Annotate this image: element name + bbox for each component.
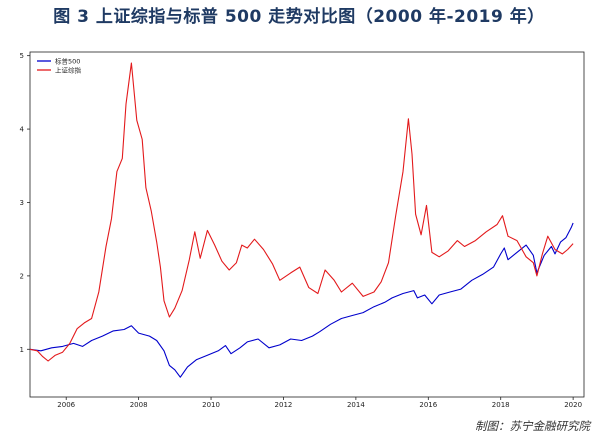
y-tick-label: 4 (20, 126, 25, 134)
legend-label-1: 标普500 (55, 56, 80, 65)
y-tick-label: 2 (20, 272, 24, 280)
y-tick-label: 3 (20, 199, 24, 207)
x-tick-label: 2012 (275, 401, 293, 409)
figure-title: 图 3 上证综指与标普 500 走势对比图（2000 年-2019 年） (53, 7, 545, 27)
x-tick-label: 2008 (130, 401, 148, 409)
series-line-1 (29, 222, 574, 378)
y-tick-label: 1 (20, 346, 24, 354)
plot-area (29, 51, 585, 398)
y-axis: 1 2 3 4 5 (20, 52, 30, 354)
series-layer (29, 62, 574, 378)
x-axis: 2006 2008 2010 2012 2014 2016 2018 2020 (57, 397, 582, 409)
x-tick-label: 2018 (492, 401, 510, 409)
x-tick-label: 2010 (202, 401, 220, 409)
series-line-2 (29, 62, 574, 362)
x-tick-label: 2020 (564, 401, 582, 409)
source-note: 制图：苏宁金融研究院 (475, 419, 590, 433)
legend-label-2: 上证综指 (55, 65, 82, 74)
x-tick-label: 2016 (419, 401, 437, 409)
y-tick-label: 5 (20, 52, 24, 60)
x-tick-label: 2006 (57, 401, 75, 409)
x-tick-label: 2014 (347, 401, 365, 409)
